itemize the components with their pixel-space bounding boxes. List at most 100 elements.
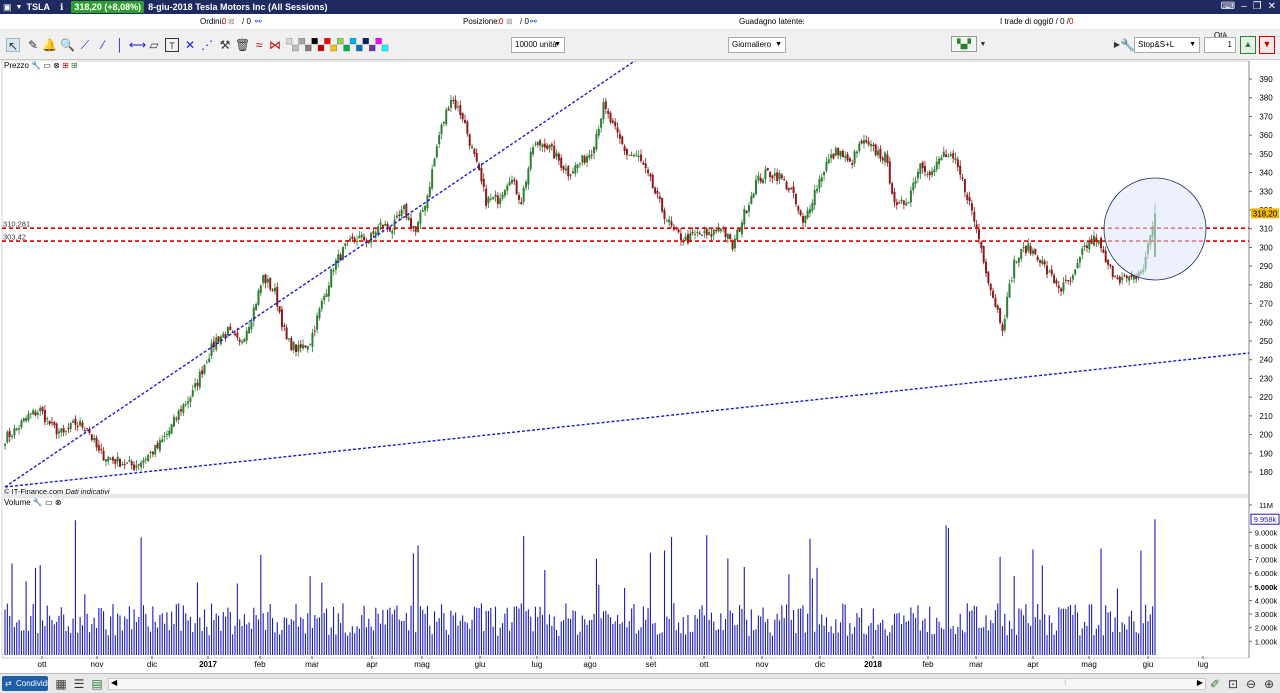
candle-body (299, 344, 302, 348)
restore-icon[interactable]: ❐ (1252, 1, 1262, 12)
color-swatch[interactable] (311, 38, 318, 45)
text-tool-icon[interactable]: T (165, 38, 179, 52)
cursor-icon[interactable]: ↖ (6, 38, 20, 53)
color-swatch[interactable] (381, 44, 389, 52)
color-swatch[interactable] (324, 38, 331, 45)
zoom-icon[interactable]: 🔍 (60, 38, 75, 52)
color-swatch[interactable] (305, 44, 312, 52)
add-indicator-icon[interactable]: ⊞ (62, 61, 69, 70)
wrench-icon[interactable]: 🔧 (31, 61, 42, 70)
trend-line[interactable] (4, 60, 636, 488)
fibonacci-icon[interactable]: ⋰ (201, 38, 213, 52)
candle-body (832, 153, 835, 159)
line-icon[interactable]: ⟋ (80, 38, 90, 52)
color-swatch[interactable] (362, 38, 370, 45)
candle-body (337, 254, 340, 263)
close-panel-icon[interactable]: ⊗ (54, 498, 62, 507)
qty-input[interactable]: 1 (1204, 37, 1236, 53)
maximize-icon[interactable]: ▭ (45, 498, 53, 507)
color-palette[interactable] (286, 38, 390, 52)
x-tick-label: feb (254, 660, 266, 669)
color-swatch[interactable] (349, 38, 357, 45)
candle-body (534, 143, 537, 145)
list-icon[interactable]: ☰ (73, 677, 85, 691)
volume-panel[interactable] (1, 496, 1250, 659)
alert-bell-icon[interactable]: 🔔 (42, 38, 57, 52)
chart-type-icon[interactable]: ▚▞ (951, 36, 977, 52)
wrench-icon[interactable]: 🔧 (1120, 38, 1135, 52)
zoom-out-icon[interactable]: ⊖ (1245, 677, 1257, 691)
color-swatch[interactable] (356, 44, 363, 52)
scroll-right-icon[interactable]: ▶ (1196, 678, 1203, 687)
candle-body (564, 168, 567, 171)
posizione-link-icon[interactable]: ⚯ (530, 17, 537, 26)
ordini-link-icon[interactable]: ⚯ (255, 17, 262, 26)
horizontal-scrollbar[interactable]: ◀ ▶ ⁝ (108, 678, 1206, 690)
units-select[interactable]: 10000 unità ▼ (511, 37, 565, 53)
channel-icon[interactable]: ▱ (149, 38, 159, 52)
zoom-in-icon[interactable]: ⊕ (1263, 677, 1275, 691)
candle-body (1130, 274, 1133, 278)
candle-body (464, 119, 466, 123)
trash-icon[interactable]: 🗑 (235, 38, 251, 52)
dropdown-icon[interactable]: ▼ (15, 3, 23, 11)
color-swatch[interactable] (292, 44, 299, 52)
candle-body (790, 188, 793, 190)
candle-body (987, 271, 990, 284)
scroll-left-icon[interactable]: ◀ (111, 678, 118, 687)
y-tick-label: 330 (1259, 187, 1273, 196)
drawing-mode-icon[interactable]: ✐ (1209, 677, 1221, 691)
share-button[interactable]: ⇄ Condividi (2, 676, 49, 691)
posizione-icon[interactable]: ⊠ (506, 17, 513, 26)
trend-line[interactable] (4, 348, 1280, 488)
order-type-select[interactable]: Stop&S+L ▼ (1134, 37, 1200, 53)
ordini-icon[interactable]: ⊠ (228, 17, 235, 26)
candle-body (1064, 279, 1067, 281)
color-swatch[interactable] (375, 38, 382, 45)
buy-button[interactable]: ▲ (1240, 36, 1256, 54)
keyboard-icon[interactable]: ⌨ (1220, 1, 1236, 12)
color-swatch[interactable] (343, 44, 350, 52)
color-swatch[interactable] (298, 38, 306, 45)
highlight-circle[interactable] (1103, 177, 1207, 281)
chart-area[interactable]: 180 190 200 210 220 230 240 250 260 270 280 290 300 3… (0, 60, 1280, 673)
sell-button[interactable]: ▼ (1259, 36, 1275, 54)
maximize-icon[interactable]: ▭ (43, 61, 51, 70)
eraser-icon[interactable]: ✎ (27, 38, 39, 52)
crosshair-zoom-icon[interactable]: ⊡ (1227, 677, 1239, 691)
candle-body (456, 106, 459, 108)
color-swatch[interactable] (330, 44, 337, 52)
layout-icon[interactable]: ▦ (55, 677, 67, 691)
close-panel-icon[interactable]: ⊗ (53, 61, 60, 70)
color-swatch[interactable] (286, 38, 293, 45)
cross-icon[interactable]: ✕ (184, 38, 196, 52)
close-icon[interactable]: ✕ (1267, 1, 1276, 12)
candle-body (865, 140, 868, 143)
candle-body (76, 425, 79, 427)
table-icon[interactable]: ▤ (91, 677, 103, 691)
vertical-line-icon[interactable]: │ (116, 38, 124, 52)
candle-body (745, 210, 748, 213)
scroll-thumb-icon[interactable]: ⁝ (1064, 678, 1067, 687)
minimize-icon[interactable]: – (1241, 1, 1247, 12)
color-swatch[interactable] (368, 44, 376, 52)
chart-type-caret-icon[interactable]: ▼ (979, 41, 987, 48)
tools-icon[interactable]: ⚒ (219, 38, 231, 52)
info-icon[interactable]: ℹ (59, 1, 64, 12)
candle-body (266, 279, 269, 283)
expand-icon[interactable]: ▶ (1113, 40, 1121, 49)
pattern2-icon[interactable]: ⋈ (269, 38, 281, 52)
trendline-icon[interactable]: ⁄ (101, 38, 104, 52)
color-swatch[interactable] (337, 38, 344, 45)
pattern-icon[interactable]: ≈ (255, 38, 263, 52)
color-swatch[interactable] (317, 44, 325, 52)
candle-body (1003, 318, 1006, 331)
wrench-icon[interactable]: 🔧 (32, 498, 43, 507)
symbol-label[interactable]: TSLA (26, 2, 50, 12)
horizontal-line-icon[interactable]: ⟷ (129, 38, 147, 52)
candle-body (1029, 245, 1032, 254)
price-panel[interactable] (1, 60, 1250, 496)
period-select[interactable]: Giornaliero ▼ (728, 37, 786, 53)
window-menu-icon[interactable]: ▣ (3, 1, 12, 12)
add-icon[interactable]: ⊞ (71, 61, 78, 70)
